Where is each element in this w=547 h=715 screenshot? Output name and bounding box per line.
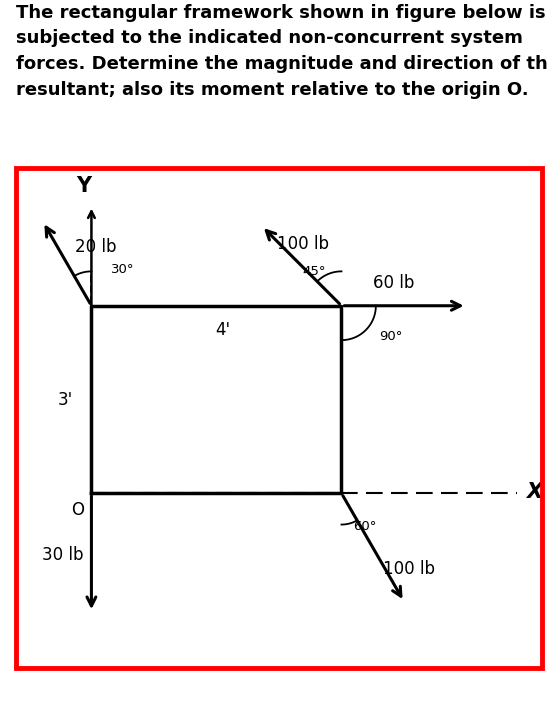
Text: 60°: 60° bbox=[353, 520, 376, 533]
Text: 3': 3' bbox=[57, 390, 73, 408]
Text: 60 lb: 60 lb bbox=[373, 274, 415, 292]
Text: X: X bbox=[526, 482, 542, 502]
Text: 30°: 30° bbox=[112, 262, 135, 276]
Text: Y: Y bbox=[77, 177, 91, 197]
Text: 4': 4' bbox=[215, 320, 230, 338]
Text: The rectangular framework shown in figure below is
subjected to the indicated no: The rectangular framework shown in figur… bbox=[16, 4, 547, 99]
Text: 100 lb: 100 lb bbox=[277, 235, 329, 253]
Text: 30 lb: 30 lb bbox=[43, 546, 84, 564]
Text: 20 lb: 20 lb bbox=[74, 239, 116, 257]
Text: 90°: 90° bbox=[379, 330, 403, 342]
Text: 45°: 45° bbox=[302, 265, 326, 277]
Text: O: O bbox=[71, 500, 84, 519]
Text: 100 lb: 100 lb bbox=[383, 561, 435, 578]
